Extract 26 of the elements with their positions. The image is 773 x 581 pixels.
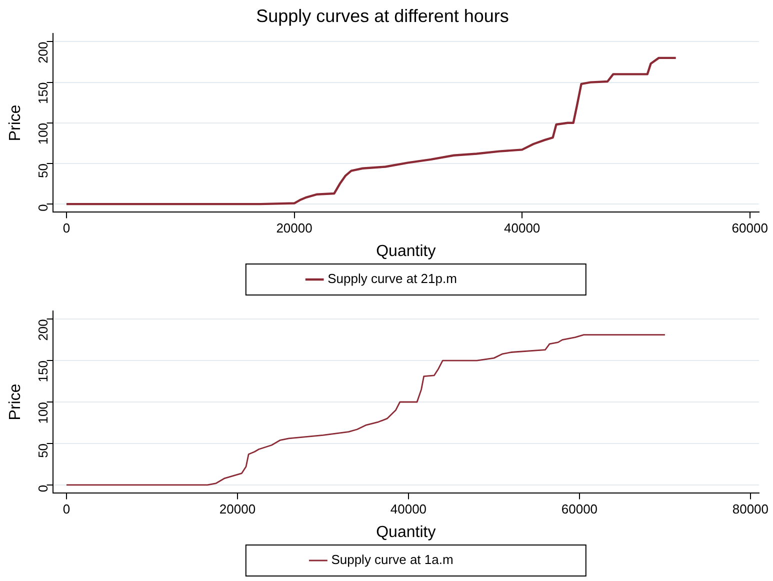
y-tick-label: 100 [35,122,50,145]
x-tick-label: 80000 [732,502,769,517]
x-tick-label: 0 [62,502,70,517]
x-tick-label: 60000 [732,220,768,236]
y-tick-label: 150 [35,82,50,104]
y-tick-label: 50 [35,443,50,458]
y-tick-label: 0 [35,484,50,492]
y-axis-title: Price [7,104,24,142]
chart-title: Supply curves at different hours [256,6,509,26]
x-tick-label: 20000 [219,502,256,517]
x-tick-label: 40000 [390,502,427,517]
y-tick-label: 200 [35,42,50,64]
x-tick-label: 20000 [276,220,312,236]
x-tick-label: 60000 [561,502,598,517]
y-tick-label: 100 [35,402,50,424]
x-axis-title: Quantity [376,524,436,541]
legend-label: Supply curve at 21p.m [328,271,457,286]
y-tick-label: 0 [35,204,50,212]
x-tick-label: 0 [62,220,70,236]
y-tick-label: 150 [35,360,50,382]
y-axis-title: Price [7,384,24,420]
legend-label: Supply curve at 1a.m [331,552,454,568]
y-tick-label: 50 [35,163,50,178]
x-tick-label: 40000 [504,220,540,236]
x-axis-title: Quantity [376,242,436,260]
y-tick-label: 200 [35,319,50,341]
